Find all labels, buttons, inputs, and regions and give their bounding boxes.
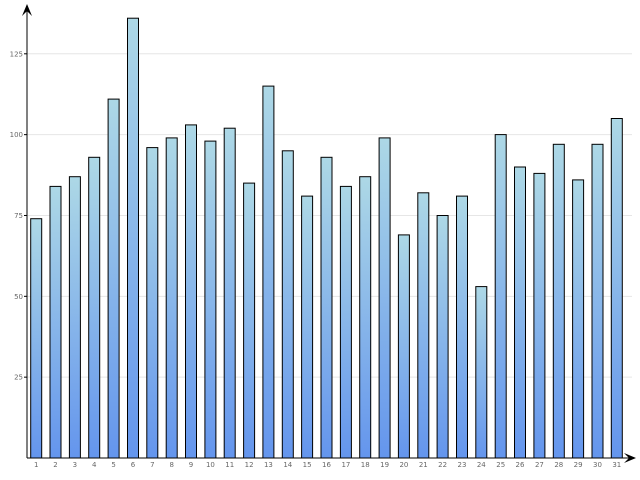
x-tick-label: 26: [516, 461, 525, 469]
axes: [22, 4, 636, 463]
x-tick-label: 30: [593, 461, 602, 469]
bar-5: [107, 98, 120, 459]
x-axis-arrow: [624, 453, 636, 463]
x-tick-label: 17: [341, 461, 350, 469]
bar-22: [436, 215, 449, 459]
bar-24: [475, 286, 488, 459]
bar-15: [301, 195, 314, 459]
x-tick-label: 2: [53, 461, 57, 469]
bar-10: [204, 140, 217, 459]
x-tick-label: 14: [283, 461, 292, 469]
y-tick-label: 125: [10, 50, 23, 58]
x-tick-label: 27: [535, 461, 544, 469]
x-tick-label: 29: [574, 461, 583, 469]
bar-12: [243, 182, 256, 459]
bar-7: [146, 147, 159, 459]
bar-6: [127, 17, 139, 459]
bar-26: [514, 166, 526, 459]
x-tick-label: 11: [225, 461, 234, 469]
bar-2: [49, 185, 62, 459]
bar-4: [88, 156, 101, 459]
x-tick-label: 20: [399, 461, 408, 469]
y-axis-tick-labels: 25 50 75 100 125: [10, 50, 27, 382]
x-tick-label: 28: [554, 461, 563, 469]
x-tick-label: 3: [73, 461, 77, 469]
bar-28: [552, 143, 565, 459]
bar-1: [30, 218, 43, 459]
x-tick-label: 6: [131, 461, 136, 469]
x-tick-label: 5: [111, 461, 115, 469]
bar-31: [610, 118, 623, 459]
x-axis-tick-labels: 1 2 3 4 5 6 7 8 9 10 11 12 13 14 15 16 17 18 19 20 21 22 23 24 2…: [34, 461, 621, 469]
y-axis-arrow: [22, 4, 32, 16]
bar-30: [591, 143, 604, 459]
bar-3: [68, 176, 81, 459]
x-tick-label: 21: [419, 461, 428, 469]
x-tick-label: 24: [477, 461, 486, 469]
x-tick-label: 1: [34, 461, 38, 469]
x-tick-label: 22: [438, 461, 447, 469]
x-tick-label: 15: [303, 461, 312, 469]
bar-16: [320, 156, 333, 459]
x-tick-label: 10: [206, 461, 215, 469]
bar-14: [281, 150, 294, 459]
bar-18: [359, 176, 372, 459]
x-tick-label: 16: [322, 461, 331, 469]
x-tick-label: 19: [380, 461, 389, 469]
bar-20: [397, 234, 410, 459]
x-tick-label: 25: [496, 461, 505, 469]
x-tick-label: 12: [245, 461, 254, 469]
bar-8: [165, 137, 178, 459]
y-tick-label: 75: [14, 212, 23, 220]
y-tick-label: 50: [14, 293, 23, 301]
bars: [30, 17, 623, 459]
x-tick-label: 23: [458, 461, 467, 469]
bar-17: [339, 185, 352, 459]
bar-21: [417, 192, 430, 459]
bar-27: [533, 172, 546, 459]
bar-11: [223, 127, 236, 459]
x-tick-label: 13: [264, 461, 273, 469]
bar-19: [378, 137, 391, 459]
x-tick-label: 7: [150, 461, 154, 469]
y-tick-label: 25: [14, 374, 23, 382]
bar-23: [456, 195, 468, 459]
bar-25: [494, 134, 507, 459]
x-tick-label: 8: [169, 461, 173, 469]
x-tick-label: 9: [189, 461, 193, 469]
bar-29: [572, 179, 585, 459]
x-tick-label: 31: [612, 461, 621, 469]
bar-9: [185, 124, 197, 459]
x-tick-label: 4: [92, 461, 97, 469]
bar-13: [262, 85, 275, 459]
y-tick-label: 100: [10, 131, 23, 139]
x-tick-label: 18: [361, 461, 370, 469]
